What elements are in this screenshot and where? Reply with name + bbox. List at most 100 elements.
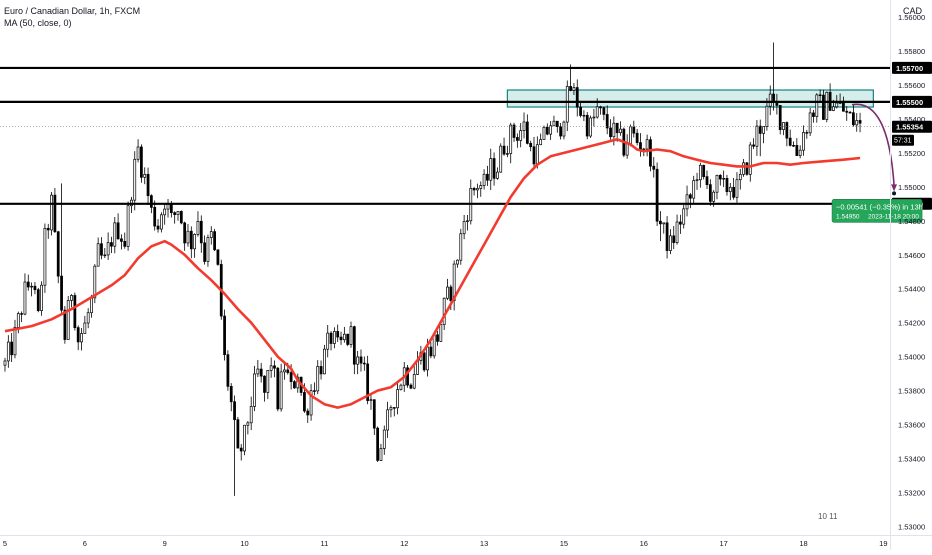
candle-body <box>392 407 396 409</box>
candle-body <box>788 137 792 146</box>
price-tick-label: 1.55200 <box>898 149 925 158</box>
candle-body <box>652 165 656 170</box>
candle-body <box>306 410 310 416</box>
candle-body <box>642 148 646 151</box>
candle-body <box>362 362 366 365</box>
candle-body <box>326 332 330 350</box>
price-tick-label: 1.55600 <box>898 81 925 90</box>
candle-body <box>462 221 466 235</box>
candle-body <box>782 122 785 130</box>
candle-body <box>482 173 486 186</box>
candle-body <box>372 399 376 429</box>
candle-body <box>80 333 83 343</box>
price-tick-label: 1.54000 <box>898 353 925 362</box>
candle-body <box>845 110 849 113</box>
candle-body <box>356 356 360 365</box>
currency-label: CAD <box>902 6 922 16</box>
candle-body <box>123 241 127 247</box>
level-price-tag <box>892 61 932 74</box>
candle-body <box>559 126 562 137</box>
candle-body <box>266 370 270 393</box>
candle-body <box>728 186 732 193</box>
candle-body <box>802 132 805 151</box>
candle-body <box>708 184 712 202</box>
candle-body <box>249 406 253 424</box>
candle-body <box>798 149 802 156</box>
candle-body <box>169 203 173 213</box>
candle-body <box>70 295 73 301</box>
candle-body <box>602 107 606 115</box>
candle-body <box>246 422 250 426</box>
level-price-label: 1.55500 <box>896 98 923 107</box>
candle-body <box>715 174 719 193</box>
candle-body <box>735 179 739 198</box>
time-tick-label: 12 <box>400 539 408 548</box>
candle-body <box>136 146 140 160</box>
candle-body <box>466 220 469 222</box>
price-tick-label: 1.54600 <box>898 251 925 260</box>
candle-body <box>572 87 576 91</box>
candle-body <box>439 324 443 342</box>
candle-body <box>738 173 742 181</box>
candle-body <box>619 128 622 134</box>
candle-body <box>752 144 755 147</box>
candle-body <box>63 309 67 340</box>
level-price-tag <box>892 95 932 108</box>
candle-body <box>396 389 399 409</box>
candle-body <box>525 121 529 144</box>
candle-body <box>120 238 123 242</box>
candle-body <box>825 91 829 120</box>
candle-body <box>36 289 40 311</box>
candle-body <box>40 284 43 311</box>
candle-body <box>283 369 286 373</box>
candle-body <box>702 164 706 178</box>
candle-body <box>742 162 745 175</box>
candle-body <box>386 409 389 431</box>
candle-body <box>349 326 353 345</box>
supply-zone[interactable] <box>506 89 874 108</box>
candle-body <box>545 126 549 135</box>
candle-body <box>166 203 170 210</box>
countdown-label: 57:31 <box>894 138 912 145</box>
projection-label-box[interactable] <box>831 199 923 223</box>
candle-body <box>489 158 493 181</box>
candle-body <box>293 381 296 389</box>
candle-body <box>179 211 183 224</box>
projection-time-label: 2023-11-18 20:00 <box>868 213 919 220</box>
candle-body <box>103 254 107 257</box>
candle-body <box>199 220 203 244</box>
projection-path[interactable] <box>851 103 895 186</box>
candle-body <box>432 334 436 357</box>
watermark-logo: 10 11 <box>818 512 838 521</box>
price-tick-label: 1.56000 <box>898 13 925 22</box>
price-tick-label: 1.55400 <box>898 115 925 124</box>
candle-body <box>140 146 143 178</box>
candle-body <box>539 139 543 146</box>
candle-body <box>442 297 446 326</box>
candle-body <box>579 106 582 116</box>
candle-body <box>323 348 326 375</box>
candle-body <box>96 243 100 267</box>
candle-body <box>53 194 57 233</box>
candle-body <box>722 178 726 180</box>
indicator-label: MA (50, close, 0) <box>4 18 72 28</box>
candle-body <box>552 120 556 127</box>
candle-body <box>665 222 669 251</box>
candle-body <box>768 93 772 107</box>
candle-body <box>26 281 30 288</box>
price-tick-label: 1.53800 <box>898 387 925 396</box>
candle-body <box>409 384 413 389</box>
candle-body <box>209 231 213 238</box>
candle-body <box>695 179 699 181</box>
candle-body <box>758 125 762 134</box>
candle-body <box>412 374 416 389</box>
candle-body <box>472 187 476 191</box>
candle-body <box>858 120 862 124</box>
projection-arrowhead <box>891 184 898 192</box>
candle-body <box>785 122 789 139</box>
candle-body <box>832 106 835 111</box>
candle-body <box>479 185 483 189</box>
time-tick-label: 13 <box>480 539 488 548</box>
